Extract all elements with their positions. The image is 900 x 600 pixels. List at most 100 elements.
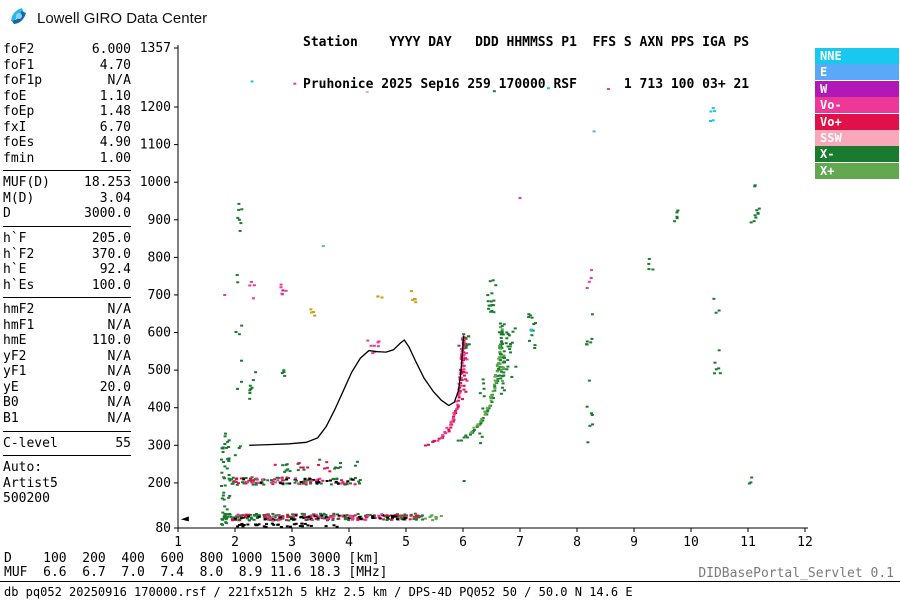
- param-row-ye: yE 20.0: [3, 380, 131, 396]
- param-value: N/A: [107, 411, 131, 427]
- param-value: N/A: [107, 348, 131, 364]
- param-value: 205.0: [91, 231, 131, 247]
- param-label: foEp: [3, 104, 35, 120]
- param-row-foes: foEs 4.90: [3, 135, 131, 151]
- param-value: N/A: [107, 364, 131, 380]
- param-label: hmF2: [3, 302, 35, 318]
- y-tick-label: 1100: [140, 138, 171, 153]
- param-value: 18.253: [84, 175, 131, 191]
- y-tick-label: 500: [148, 363, 171, 378]
- param-row-yf1: yF1 N/A: [3, 364, 131, 380]
- param-value: 20.0: [99, 379, 131, 395]
- param-value: 6.70: [99, 119, 131, 135]
- autoscaler-line: Artist5: [3, 475, 58, 491]
- panel-separator: [3, 430, 131, 432]
- x-tick-label: 9: [630, 535, 638, 550]
- param-label: h`Es: [3, 277, 35, 293]
- param-row-fof1: foF1 4.70: [3, 58, 131, 74]
- x-tick-label: 3: [288, 535, 296, 550]
- y-tick-label: 600: [148, 326, 171, 341]
- param-row-hmf1: hmF1 N/A: [3, 318, 131, 334]
- param-row-hes: h`Es 100.0: [3, 278, 131, 294]
- y-tick-label: 1200: [140, 100, 171, 115]
- parameter-panel: foF2 6.000 foF1 4.70 foF1p N/A foE 1.10 foEp 1.48…: [3, 42, 131, 507]
- x-tick-label: 8: [573, 535, 581, 550]
- panel-separator: [3, 226, 131, 228]
- param-label: h`E: [3, 262, 27, 278]
- param-label: hmE: [3, 333, 27, 349]
- param-label: yF1: [3, 364, 27, 380]
- y-tick-label: 700: [148, 288, 171, 303]
- param-value: 1.00: [99, 150, 131, 166]
- giro-logo-icon: [8, 5, 30, 31]
- param-value: 100.0: [91, 277, 131, 293]
- x-tick-label: 5: [402, 535, 410, 550]
- param-value: 55: [115, 435, 131, 451]
- x-tick-label: 1: [174, 535, 182, 550]
- param-value: 4.90: [99, 135, 131, 151]
- param-row-foep: foEp 1.48: [3, 104, 131, 120]
- station-header: Station YYYY DAY DDD HHMMSS P1 FFS S AXN…: [303, 8, 749, 120]
- param-value: 4.70: [99, 57, 131, 73]
- legend-item-vo: Vo+: [815, 113, 899, 130]
- param-row-md: M(D) 3.04: [3, 191, 131, 207]
- param-value: N/A: [107, 73, 131, 89]
- param-value: 370.0: [91, 246, 131, 262]
- axes: [177, 45, 808, 529]
- param-value: 1.48: [99, 104, 131, 120]
- x-tick-label: 12: [797, 535, 813, 550]
- legend-item-ssw: SSW: [815, 129, 899, 146]
- station-header-line2: Pruhonice 2025 Sep16 259 170000 RSF 1 71…: [303, 77, 750, 92]
- param-label: foEs: [3, 135, 35, 151]
- x-tick-label: 10: [683, 535, 699, 550]
- x-tick-label: 7: [516, 535, 524, 550]
- param-label: fxI: [3, 119, 27, 135]
- x-axis-ticks: 1 2 3 4 5 6 7 8 9 10 11 12: [174, 528, 813, 550]
- ionogram-legend: NNE E W Vo- Vo+ SSW X- X+: [815, 48, 899, 179]
- y-tick-label: 200: [148, 476, 171, 491]
- legend-item-x: X-: [815, 146, 899, 163]
- footer-separator: [0, 581, 900, 582]
- param-row-b0: B0 N/A: [3, 395, 131, 411]
- top-bar: Lowell GIRO Data Center: [8, 5, 207, 31]
- param-row-foe: foE 1.10: [3, 89, 131, 105]
- param-row-hmf2: hmF2 N/A: [3, 302, 131, 318]
- param-row-d: D 3000.0: [3, 206, 131, 222]
- param-label: B1: [3, 411, 19, 427]
- param-label: yE: [3, 379, 19, 395]
- param-value: 110.0: [91, 333, 131, 349]
- param-row-fof1p: foF1p N/A: [3, 73, 131, 89]
- legend-item-w: W: [815, 80, 899, 97]
- station-header-line1: Station YYYY DAY DDD HHMMSS P1 FFS S AXN…: [303, 35, 750, 50]
- x-tick-label: 2: [231, 535, 239, 550]
- param-label: fmin: [3, 150, 35, 166]
- param-label: h`F: [3, 231, 27, 247]
- param-label: foE: [3, 88, 27, 104]
- brand-title: Lowell GIRO Data Center: [37, 9, 208, 27]
- param-value: 92.4: [99, 262, 131, 278]
- x-tick-label: 11: [740, 535, 756, 550]
- param-value: N/A: [107, 395, 131, 411]
- muf-table: D 100 200 400 600 800 1000 1500 3000 [km…: [4, 551, 388, 580]
- param-label: C-level: [3, 435, 58, 451]
- y-tick-label: 1357: [140, 41, 171, 56]
- param-row-mufd: MUF(D) 18.253: [3, 175, 131, 191]
- param-label: M(D): [3, 190, 35, 206]
- y-axis-ticks: 1357 1200 1100 1000 900 800 700 600 500 400 300 200…: [140, 41, 178, 536]
- o-mode-trace: [249, 335, 465, 446]
- param-row-hf: h`F 205.0: [3, 231, 131, 247]
- param-value: N/A: [107, 302, 131, 318]
- param-row-he: h`E 92.4: [3, 262, 131, 278]
- servlet-version: DIDBasePortal_Servlet 0.1: [698, 566, 894, 581]
- param-row-hf2: h`F2 370.0: [3, 247, 131, 263]
- y-tick-label: 900: [148, 213, 171, 228]
- legend-item-e: E: [815, 64, 899, 81]
- param-label: yF2: [3, 348, 27, 364]
- param-row-fxi: fxI 6.70: [3, 120, 131, 136]
- autoscaler-line: 500200: [3, 491, 50, 507]
- param-label: foF1: [3, 57, 35, 73]
- panel-separator: [3, 297, 131, 299]
- x-tick-label: 6: [459, 535, 467, 550]
- param-value: 1.10: [99, 88, 131, 104]
